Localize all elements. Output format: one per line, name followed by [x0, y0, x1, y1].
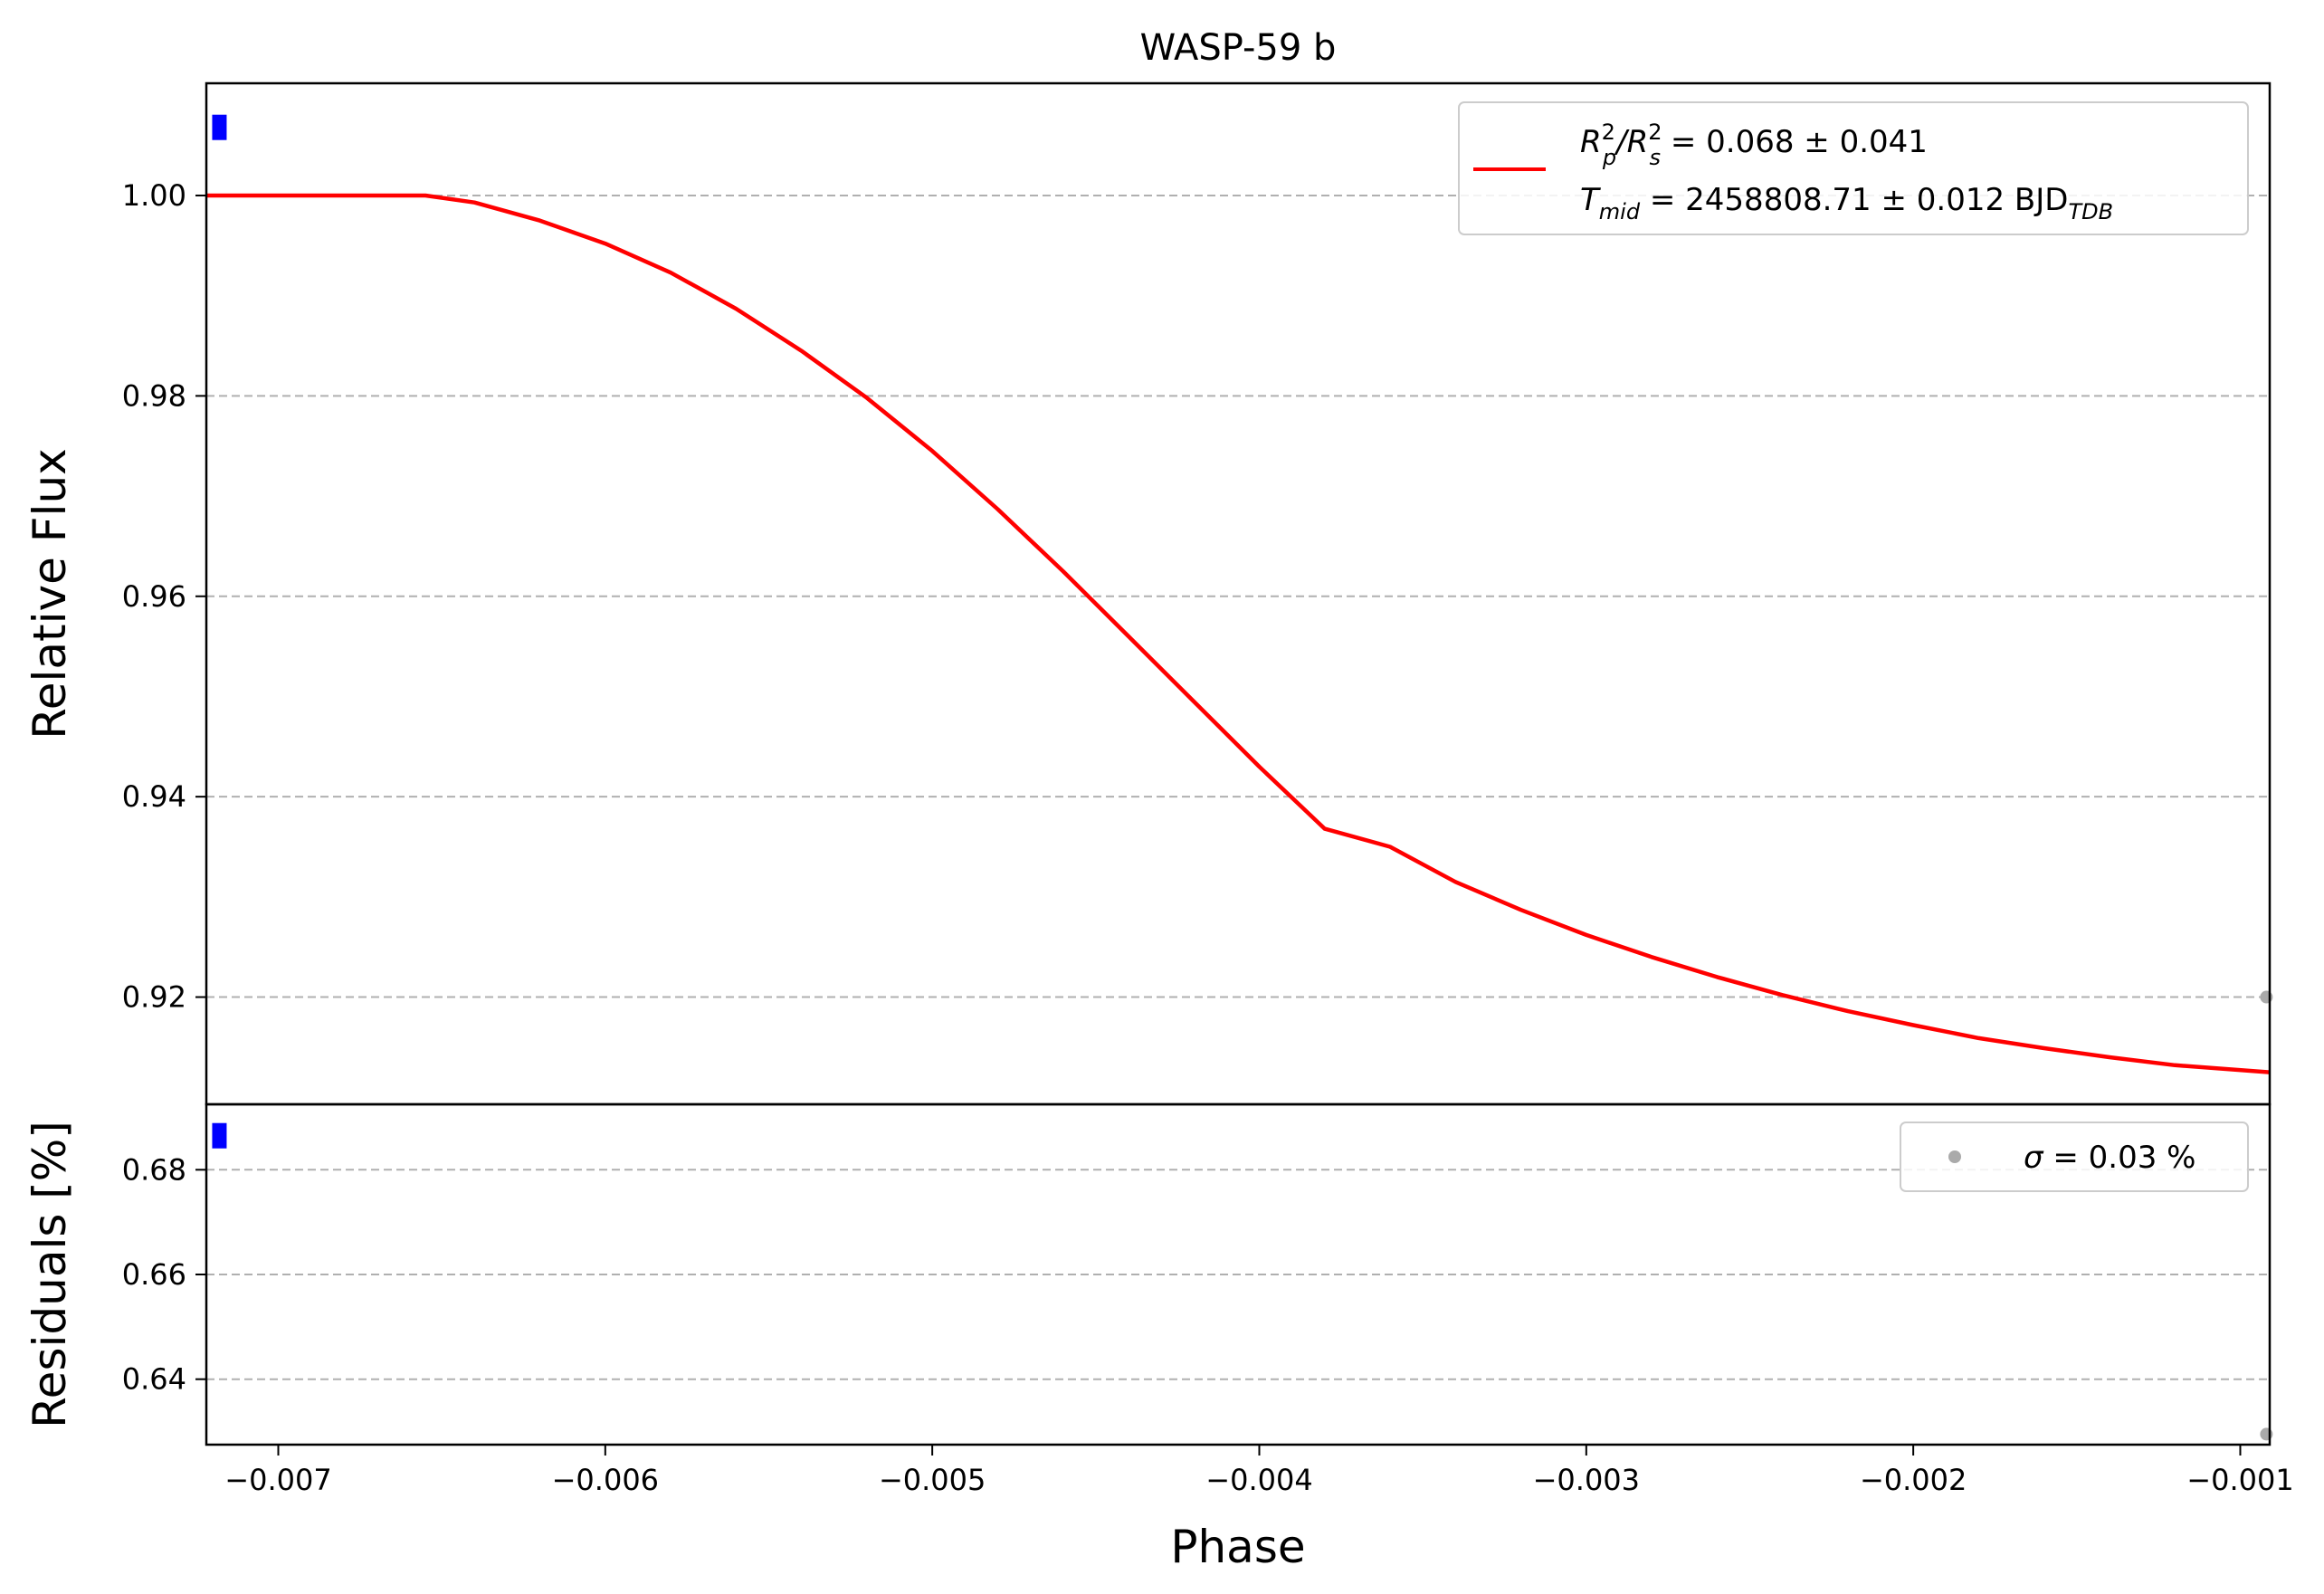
main-legend: R2 p/R2 s = 0.068 ± 0.041 Tmid = 2458808.7…: [1458, 101, 2249, 235]
x-tick-label: −0.007: [224, 1463, 331, 1497]
residuals-y-axis-label: Residuals [%]: [24, 1121, 76, 1428]
main-gridlines: [206, 194, 2270, 998]
x-tick-label: −0.001: [2186, 1463, 2293, 1497]
residual-point: [212, 1122, 227, 1149]
legend-r-mid: /R: [1614, 124, 1648, 160]
residuals-y-tick-label: 0.64: [122, 1362, 186, 1397]
legend-r-sup2: 2: [1648, 119, 1662, 145]
legend-t-base: T: [1580, 182, 1601, 218]
legend-r-sup1: 2: [1602, 119, 1615, 145]
legend-residual-marker: [1948, 1150, 1961, 1163]
residuals-axes-frame: [205, 1102, 2272, 1446]
data-point: [212, 114, 227, 140]
main-panel: 0.920.940.960.981.00 Relative Flux R2 p/R…: [24, 81, 2273, 1106]
main-y-ticks: 0.92 0.94 0.96 0.98 1.00: [122, 178, 206, 1015]
main-y-tick-label: 0.96: [122, 579, 186, 614]
legend-r-sub2: s: [1650, 145, 1662, 170]
main-y-tick-label: 0.94: [122, 779, 186, 814]
legend-sigma-symbol: σ: [2024, 1140, 2044, 1176]
legend-t-sub2: TDB: [2068, 199, 2113, 224]
x-tick-label: −0.006: [552, 1463, 659, 1497]
chart-title: WASP-59 b: [1140, 27, 1337, 69]
residual-point: [2260, 1427, 2273, 1441]
legend-sigma: σ = 0.03 %: [2024, 1140, 2195, 1176]
data-point: [2260, 990, 2273, 1004]
main-y-tick-label: 0.92: [122, 980, 186, 1015]
residuals-y-tick-label: 0.66: [122, 1257, 186, 1292]
residuals-legend: σ = 0.03 %: [1900, 1122, 2249, 1192]
main-y-tick-label: 1.00: [122, 178, 186, 213]
x-tick-label: −0.004: [1205, 1463, 1312, 1497]
legend-sigma-value: = 0.03 %: [2043, 1140, 2196, 1176]
x-tick-label: −0.003: [1533, 1463, 1640, 1497]
residuals-gridlines: [206, 1169, 2270, 1380]
x-tick-label: −0.002: [1860, 1463, 1967, 1497]
main-y-tick-label: 0.98: [122, 378, 186, 413]
main-series: [206, 193, 2271, 1074]
legend-t-sub: mid: [1599, 199, 1641, 224]
residuals-panel: 0.640.660.68 −0.007 −0.006 −0.005 −0.004 −0.…: [24, 1102, 2294, 1573]
residuals-legend-box: [1900, 1122, 2249, 1192]
legend-r-sub1: p: [1602, 145, 1616, 170]
legend-radius-ratio: R2 p/R2 s = 0.068 ± 0.041: [1580, 119, 1928, 170]
residuals-y-tick-label: 0.68: [122, 1152, 186, 1187]
legend-r-value: = 0.068 ± 0.041: [1661, 124, 1928, 160]
main-y-axis-label: Relative Flux: [24, 448, 76, 739]
main-points: [212, 114, 2273, 1004]
main-axes-frame: [205, 81, 2272, 1106]
residuals-y-ticks: 0.64 0.66 0.68: [122, 1152, 206, 1397]
residuals-x-ticks: −0.007 −0.006 −0.005 −0.004 −0.003 −0.002 −0.0…: [224, 1445, 2294, 1497]
legend-tmid: Tmid = 2458808.71 ± 0.012 BJDTDB: [1580, 182, 2113, 224]
x-tick-label: −0.005: [879, 1463, 986, 1497]
legend-t-value: = 2458808.71 ± 0.012 BJD: [1640, 182, 2068, 218]
legend-r-base: R: [1580, 124, 1602, 160]
transit-model-line: [206, 193, 2271, 1074]
main-legend-box: [1458, 101, 2249, 235]
x-axis-label: Phase: [1170, 1521, 1305, 1573]
